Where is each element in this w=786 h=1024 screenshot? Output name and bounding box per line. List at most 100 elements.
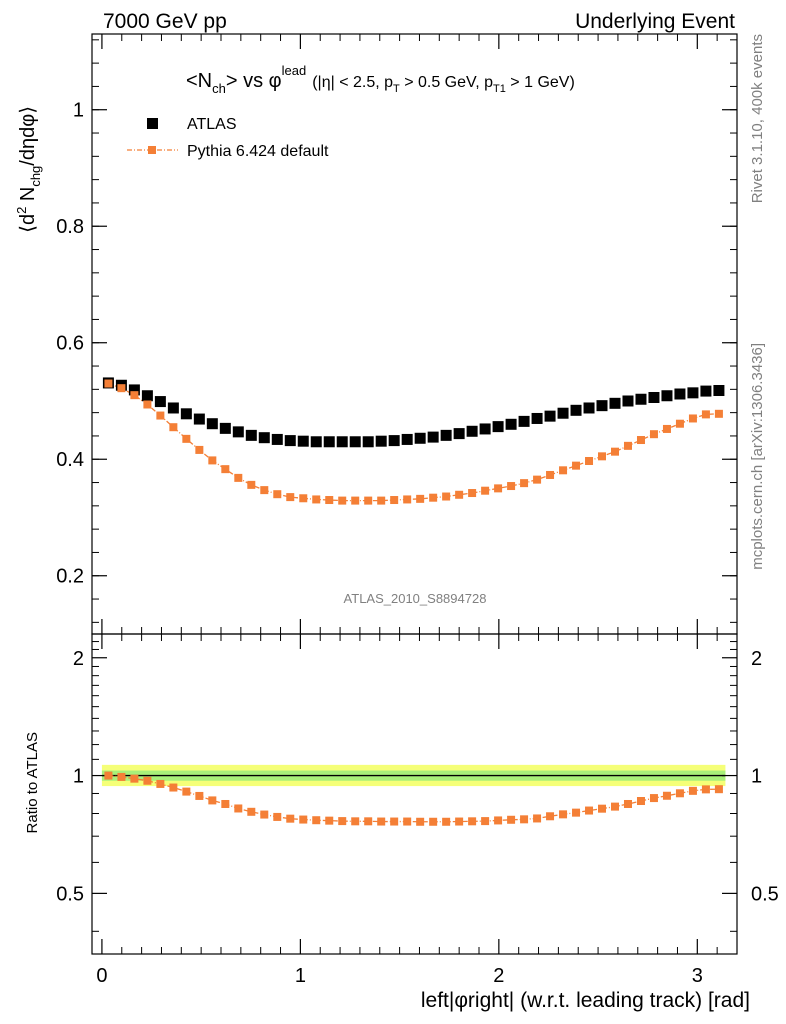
pythia-point (156, 411, 165, 420)
pythia-point (390, 496, 399, 505)
ratio-pythia-point (442, 817, 451, 826)
atlas-point (687, 387, 699, 399)
atlas-point (323, 436, 335, 448)
pythia-point (416, 494, 425, 503)
ratio-y-tick-label-right: 0.5 (751, 883, 779, 905)
x-tick-label: 1 (295, 965, 306, 987)
ratio-y-axis-label: Ratio to ATLAS (24, 732, 41, 833)
legend-pythia-marker (148, 146, 156, 154)
pythia-point (273, 490, 282, 499)
pythia-point (260, 486, 269, 495)
pythia-point (312, 495, 321, 504)
pythia-point (481, 486, 490, 495)
pythia-point (104, 379, 113, 388)
main-y-axis-label: ⟨d2 Nchg/dηdφ⟩ (14, 106, 43, 233)
atlas-point (661, 390, 673, 402)
ratio-pythia-point (662, 791, 671, 800)
atlas-point (596, 400, 608, 412)
ratio-y-tick-label-left: 2 (73, 648, 84, 670)
ratio-pythia-point (143, 776, 152, 785)
ratio-pythia-point (611, 802, 620, 811)
pythia-point (130, 391, 139, 400)
ratio-pythia-point (273, 812, 282, 821)
pythia-point (351, 496, 360, 505)
atlas-point (531, 412, 543, 424)
pythia-point (221, 465, 230, 474)
ratio-pythia-point (104, 771, 113, 780)
pythia-point (286, 493, 295, 502)
ratio-pythia-point (182, 787, 191, 796)
main-panel: 0.2 0.4 0.6 0.8 1 (56, 33, 738, 635)
legend-atlas-marker (147, 118, 158, 129)
atlas-point (141, 390, 153, 402)
ratio-pythia-point (533, 814, 542, 823)
ratio-pythia-point (714, 785, 723, 794)
pythia-point (299, 494, 308, 503)
pythia-point (701, 410, 710, 419)
ratio-pythia-point (156, 779, 165, 788)
pythia-point (662, 424, 671, 433)
ratio-pythia-point (169, 783, 178, 792)
ratio-y-tick-label-right: 2 (751, 648, 762, 670)
atlas-point (440, 429, 452, 441)
atlas-point (492, 421, 504, 433)
pythia-point (688, 414, 697, 423)
atlas-point (674, 388, 686, 400)
ratio-pythia-point (312, 816, 321, 825)
atlas-point (388, 435, 400, 447)
atlas-point (206, 418, 218, 430)
svg-text:⟨d2 Nchg/dηdφ⟩: ⟨d2 Nchg/dηdφ⟩ (14, 106, 43, 233)
pythia-point (403, 495, 412, 504)
atlas-point (648, 391, 660, 403)
atlas-point (180, 408, 192, 420)
legend-atlas-label: ATLAS (187, 116, 237, 133)
atlas-point (453, 428, 465, 440)
ratio-pythia-point (130, 774, 139, 783)
ratio-pythia-point (234, 804, 243, 813)
ratio-pythia-point (208, 796, 217, 805)
atlas-point (219, 422, 231, 434)
ratio-pythia-point (598, 804, 607, 813)
ratio-pythia-point (221, 799, 230, 808)
main-y-tick-label: 1 (73, 100, 84, 122)
ratio-pythia-point (377, 817, 386, 826)
header-right-label: Underlying Event (575, 10, 735, 33)
atlas-point (154, 396, 166, 408)
atlas-point (557, 407, 569, 419)
ratio-pythia-point (675, 789, 684, 798)
atlas-point (544, 410, 556, 422)
pythia-point (636, 436, 645, 445)
ratio-pythia-point (403, 817, 412, 826)
pythia-point (714, 409, 723, 418)
atlas-point (401, 433, 413, 445)
x-tick-label: 0 (96, 965, 107, 987)
ratio-pythia-point (390, 817, 399, 826)
ratio-y-tick-label-right: 1 (751, 766, 762, 788)
pythia-point (546, 470, 555, 479)
pythia-point (455, 490, 464, 499)
pythia-point (598, 452, 607, 461)
analysis-watermark: ATLAS_2010_S8894728 (344, 591, 487, 606)
pythia-point (338, 496, 347, 505)
pythia-point (195, 445, 204, 454)
ratio-pythia-point (325, 816, 334, 825)
atlas-point (232, 426, 244, 438)
ratio-pythia-point (494, 816, 503, 825)
ratio-pythia-point (286, 814, 295, 823)
plot-title: <Nch> vs φlead(|η| < 2.5, pT > 0.5 GeV, … (186, 63, 575, 96)
ratio-pythia-point (351, 817, 360, 826)
ratio-pythia-point (507, 815, 516, 824)
atlas-point (635, 393, 647, 405)
ratio-pythia-point (416, 817, 425, 826)
ratio-pythia-point (688, 786, 697, 795)
pythia-point (377, 496, 386, 505)
ratio-pythia-point (195, 791, 204, 800)
atlas-point (193, 413, 205, 425)
ratio-pythia-point (364, 817, 373, 826)
pythia-point (675, 419, 684, 428)
rivet-label: Rivet 3.1.10, 400k events (749, 34, 766, 203)
pythia-point (325, 496, 334, 505)
legend-pythia-label: Pythia 6.424 default (187, 143, 329, 160)
